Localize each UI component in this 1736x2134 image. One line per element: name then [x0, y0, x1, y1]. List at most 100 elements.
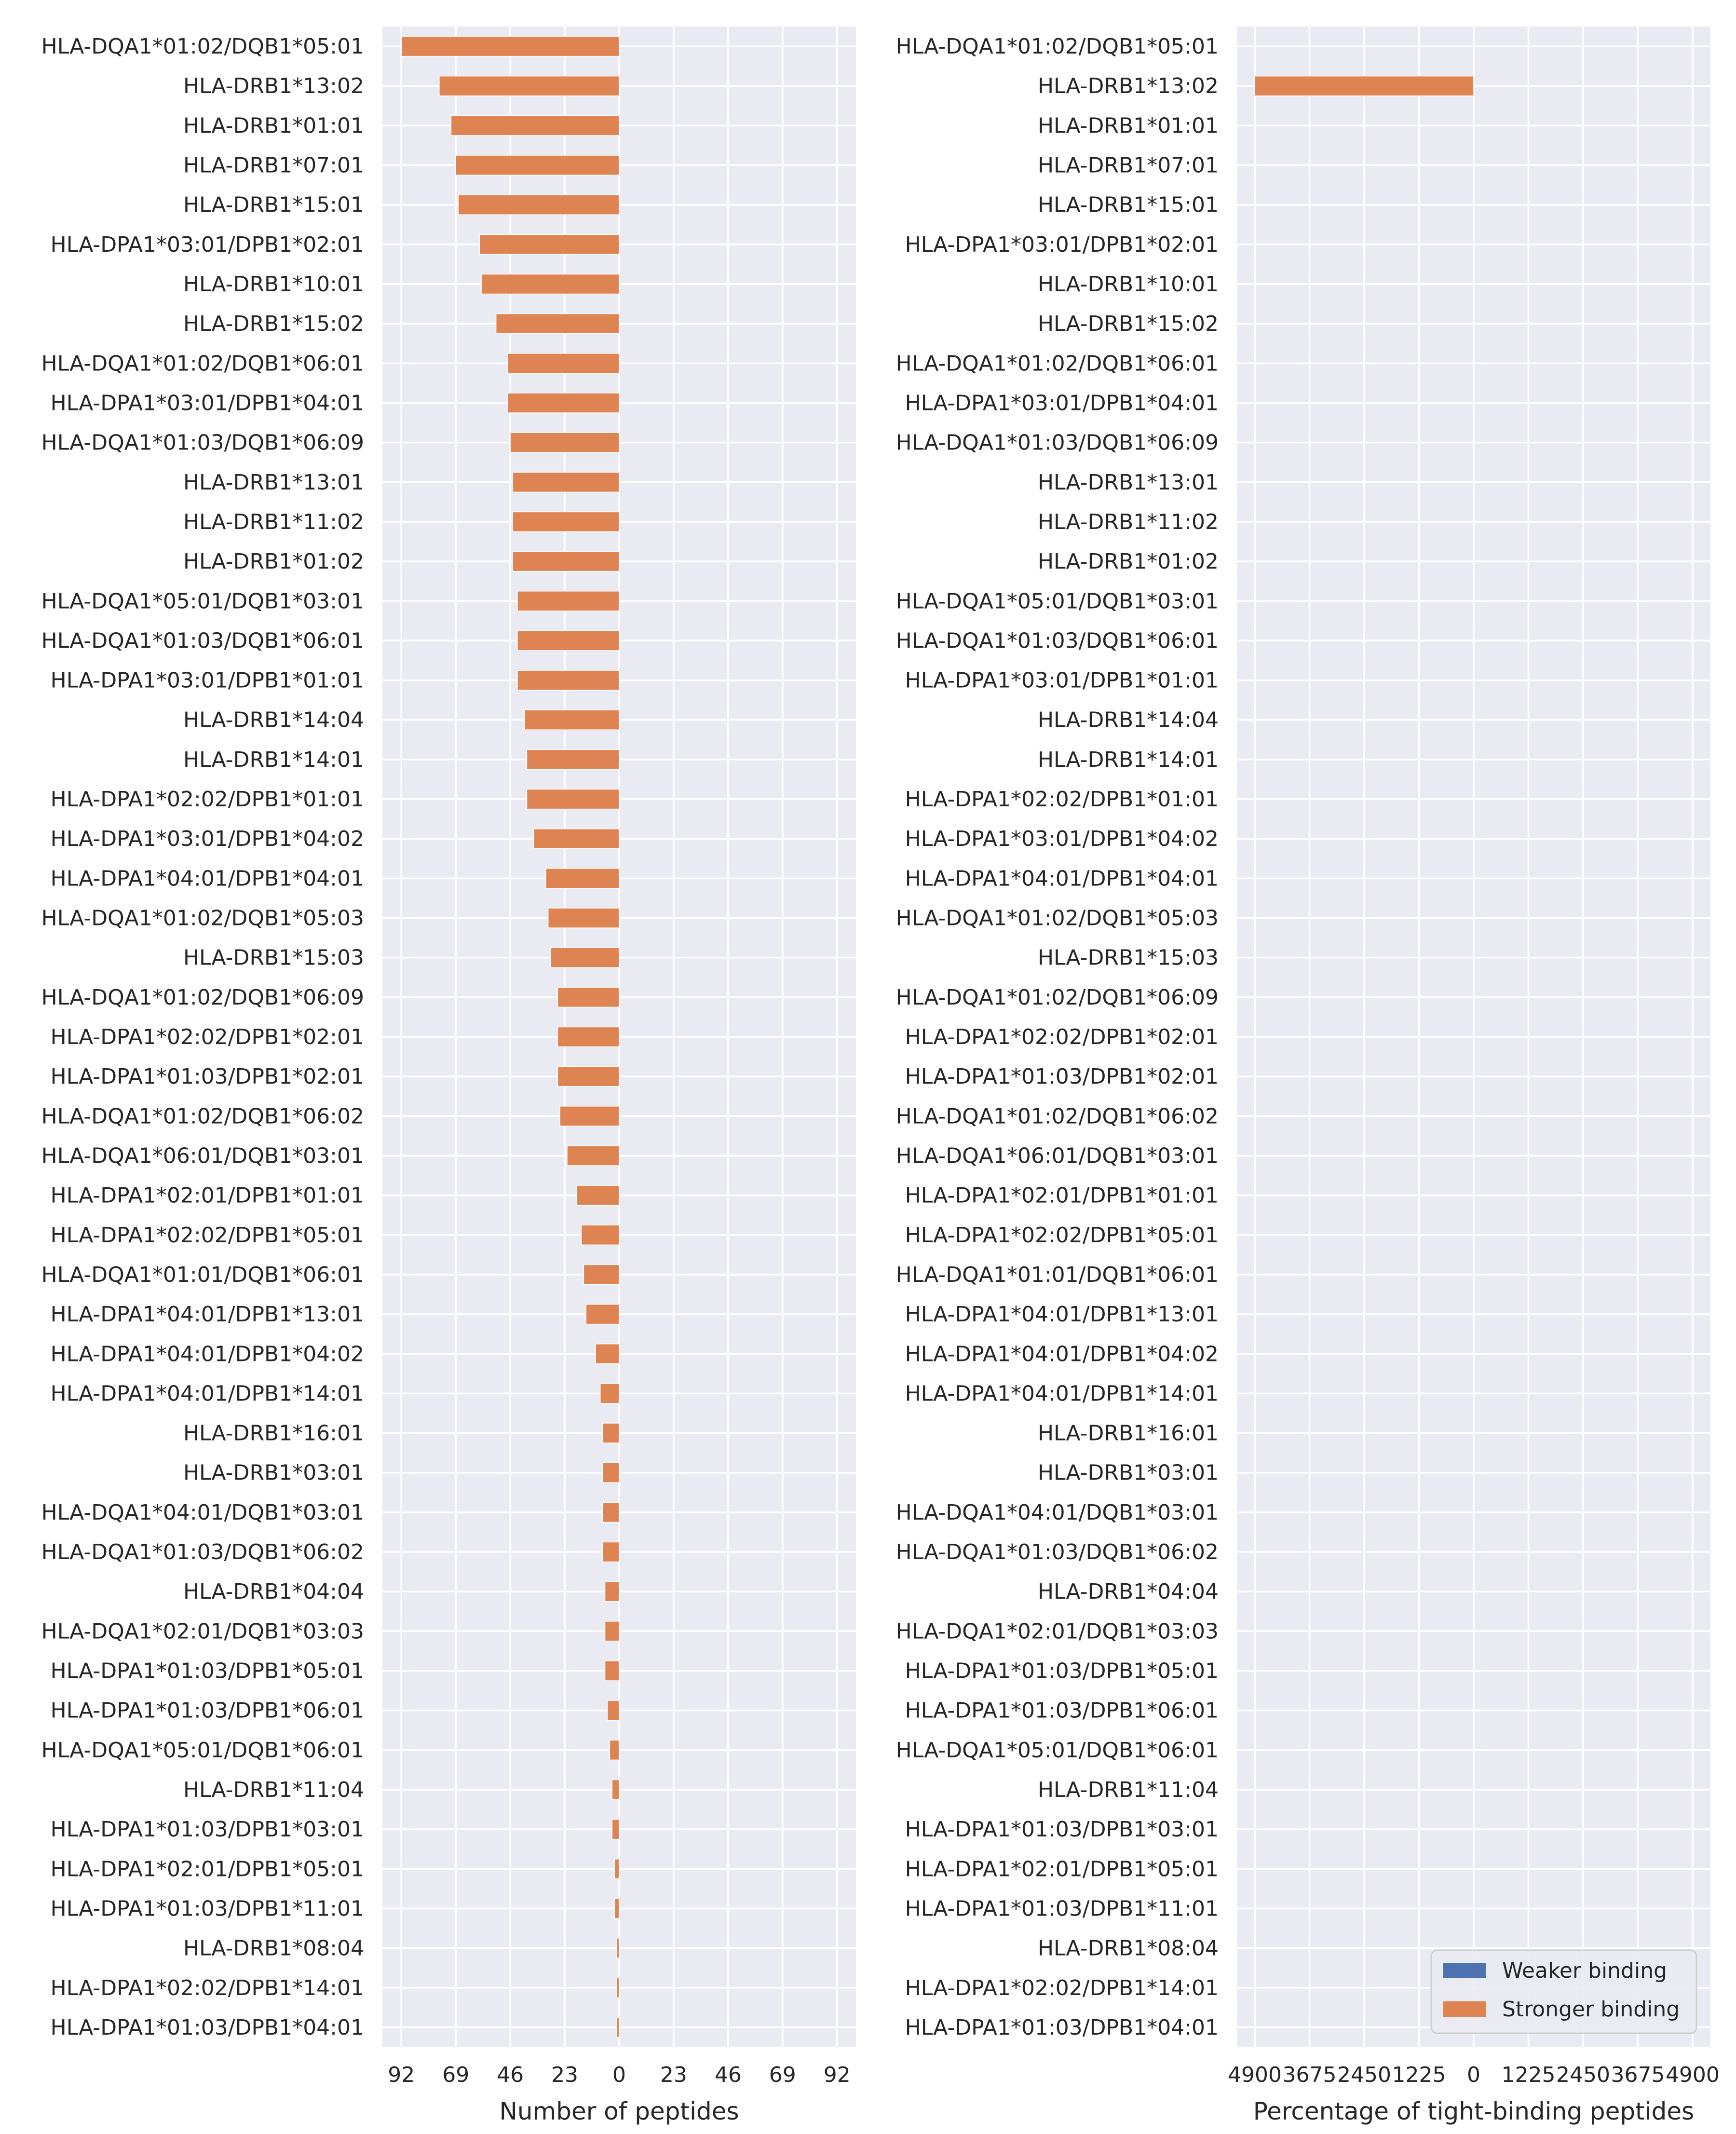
right-category-label: HLA-DPA1*01:03/DPB1*05:01 — [905, 1659, 1219, 1684]
left-bar-stronger — [557, 987, 620, 1008]
left-bar-stronger — [602, 1462, 620, 1483]
right-category-label: HLA-DPA1*01:03/DPB1*06:01 — [905, 1699, 1219, 1723]
left-panel: HLA-DQA1*01:02/DQB1*05:01 HLA-DRB1*13:02 H… — [41, 27, 856, 2125]
left-category-label: HLA-DRB1*14:04 — [183, 708, 364, 733]
left-bar-stronger — [602, 1541, 620, 1563]
left-category-label: HLA-DQA1*02:01/DQB1*03:03 — [41, 1619, 364, 1644]
right-category-label: HLA-DRB1*04:04 — [1038, 1579, 1219, 1604]
left-bar-stronger — [585, 1304, 620, 1325]
left-category-label: HLA-DRB1*01:01 — [183, 113, 364, 138]
right-category-label: HLA-DPA1*02:02/DPB1*14:01 — [905, 1976, 1219, 2000]
left-bar-stronger — [507, 393, 620, 413]
left-category-label: HLA-DQA1*05:01/DQB1*03:01 — [41, 589, 364, 613]
right-category-label: HLA-DPA1*04:01/DPB1*04:01 — [905, 866, 1219, 891]
left-x-tick-label: 23 — [660, 2063, 687, 2087]
right-category-label: HLA-DQA1*04:01/DQB1*03:01 — [896, 1500, 1219, 1525]
left-bar-stronger — [517, 670, 620, 691]
right-category-label: HLA-DPA1*01:03/DPB1*04:01 — [905, 2015, 1219, 2040]
left-bar-stronger — [616, 1938, 620, 1958]
right-panel: HLA-DQA1*01:02/DQB1*05:01 HLA-DRB1*13:02 H… — [896, 27, 1720, 2125]
right-bar-stronger — [1254, 75, 1474, 96]
left-category-label: HLA-DPA1*01:03/DPB1*04:01 — [51, 2015, 364, 2040]
left-bar-stronger — [614, 1859, 620, 1879]
left-category-label: HLA-DPA1*01:03/DPB1*11:01 — [51, 1896, 364, 1921]
left-category-label: HLA-DPA1*03:01/DPB1*01:01 — [51, 668, 364, 693]
left-category-label: HLA-DPA1*04:01/DPB1*04:02 — [51, 1342, 364, 1366]
left-category-label: HLA-DQA1*01:02/DQB1*06:02 — [41, 1104, 364, 1128]
left-bar-stronger — [401, 36, 620, 57]
left-category-label: HLA-DRB1*15:02 — [183, 312, 364, 336]
right-category-label: HLA-DQA1*01:02/DQB1*06:09 — [896, 985, 1219, 1010]
left-category-label: HLA-DPA1*02:01/DPB1*01:01 — [51, 1183, 364, 1208]
left-bar-stronger — [495, 313, 620, 334]
left-x-tick-label: 23 — [551, 2063, 578, 2087]
left-category-label: HLA-DRB1*07:01 — [183, 153, 364, 178]
left-bar-stronger — [604, 1660, 620, 1681]
left-x-tick-label: 46 — [715, 2063, 742, 2087]
right-category-label: HLA-DRB1*11:04 — [1038, 1778, 1219, 1802]
left-category-label: HLA-DQA1*04:01/DQB1*03:01 — [41, 1500, 364, 1525]
right-category-label: HLA-DPA1*03:01/DPB1*02:01 — [905, 232, 1219, 257]
left-bar-stronger — [439, 75, 620, 96]
left-bar-stronger — [576, 1185, 620, 1206]
right-x-tick-label: 2450 — [1556, 2063, 1610, 2087]
right-category-label: HLA-DRB1*13:02 — [1038, 74, 1219, 98]
left-category-label: HLA-DQA1*01:03/DQB1*06:02 — [41, 1540, 364, 1564]
right-category-label: HLA-DPA1*03:01/DPB1*04:01 — [905, 391, 1219, 415]
left-category-label: HLA-DRB1*15:03 — [183, 946, 364, 970]
right-category-label: HLA-DQA1*01:02/DQB1*06:01 — [896, 351, 1219, 376]
right-category-label: HLA-DRB1*16:01 — [1038, 1421, 1219, 1446]
legend-frame — [1430, 1949, 1697, 2034]
left-bar-stronger — [602, 1502, 620, 1523]
left-category-label: HLA-DPA1*02:02/DPB1*14:01 — [51, 1976, 364, 2000]
left-bar-stronger — [595, 1343, 620, 1364]
right-category-label: HLA-DQA1*01:03/DQB1*06:01 — [896, 628, 1219, 653]
left-x-tick-label: 92 — [388, 2063, 415, 2087]
right-category-label: HLA-DPA1*02:02/DPB1*02:01 — [905, 1025, 1219, 1049]
left-bar-stronger — [517, 630, 620, 651]
left-category-label: HLA-DRB1*11:02 — [183, 510, 364, 534]
left-bar-stronger — [550, 947, 620, 968]
left-bar-stronger — [510, 432, 620, 453]
right-category-label: HLA-DQA1*01:02/DQB1*05:01 — [896, 34, 1219, 59]
left-bar-stronger — [479, 234, 620, 255]
left-category-label: HLA-DQA1*01:01/DQB1*06:01 — [41, 1263, 364, 1287]
left-bar-stronger — [458, 194, 620, 215]
left-bar-stronger — [599, 1383, 620, 1404]
left-category-label: HLA-DQA1*01:02/DQB1*05:01 — [41, 34, 364, 59]
left-bar-stronger — [607, 1700, 620, 1721]
left-category-label: HLA-DQA1*01:02/DQB1*06:01 — [41, 351, 364, 376]
right-category-label: HLA-DQA1*01:03/DQB1*06:02 — [896, 1540, 1219, 1564]
left-category-label: HLA-DQA1*01:02/DQB1*06:09 — [41, 985, 364, 1010]
right-category-label: HLA-DQA1*01:03/DQB1*06:09 — [896, 431, 1219, 455]
left-category-label: HLA-DRB1*14:01 — [183, 748, 364, 772]
left-bar-stronger — [526, 788, 620, 810]
left-x-tick-label: 69 — [769, 2063, 796, 2087]
right-category-label: HLA-DPA1*02:01/DPB1*05:01 — [905, 1857, 1219, 1881]
left-category-label: HLA-DQA1*01:03/DQB1*06:09 — [41, 431, 364, 455]
right-category-label: HLA-DQA1*01:02/DQB1*06:02 — [896, 1104, 1219, 1128]
left-category-label: HLA-DPA1*04:01/DPB1*13:01 — [51, 1302, 364, 1327]
right-x-tick-label: 4900 — [1228, 2063, 1282, 2087]
left-bar-stronger — [604, 1621, 620, 1642]
left-category-label: HLA-DPA1*03:01/DPB1*04:01 — [51, 391, 364, 415]
left-category-label: HLA-DPA1*01:03/DPB1*06:01 — [51, 1699, 364, 1723]
right-category-label: HLA-DPA1*01:03/DPB1*02:01 — [905, 1064, 1219, 1089]
left-category-label: HLA-DQA1*06:01/DQB1*03:01 — [41, 1143, 364, 1168]
right-x-tick-label: 0 — [1467, 2063, 1480, 2087]
right-category-label: HLA-DPA1*03:01/DPB1*04:02 — [905, 827, 1219, 851]
left-x-axis-label: Number of peptides — [499, 2097, 739, 2125]
left-x-tick-label: 46 — [497, 2063, 524, 2087]
left-category-label: HLA-DRB1*11:04 — [183, 1778, 364, 1802]
left-category-label: HLA-DRB1*01:02 — [183, 549, 364, 574]
left-bar-stronger — [533, 828, 620, 849]
left-bar-stronger — [557, 1026, 620, 1047]
left-category-label: HLA-DRB1*04:04 — [183, 1579, 364, 1604]
right-x-tick-label: 3675 — [1611, 2063, 1665, 2087]
left-category-label: HLA-DPA1*02:02/DPB1*02:01 — [51, 1025, 364, 1049]
right-category-label: HLA-DPA1*02:02/DPB1*05:01 — [905, 1223, 1219, 1248]
left-x-tick-label: 69 — [442, 2063, 469, 2087]
right-category-label: HLA-DPA1*04:01/DPB1*04:02 — [905, 1342, 1219, 1366]
left-bar-stronger — [611, 1779, 620, 1800]
